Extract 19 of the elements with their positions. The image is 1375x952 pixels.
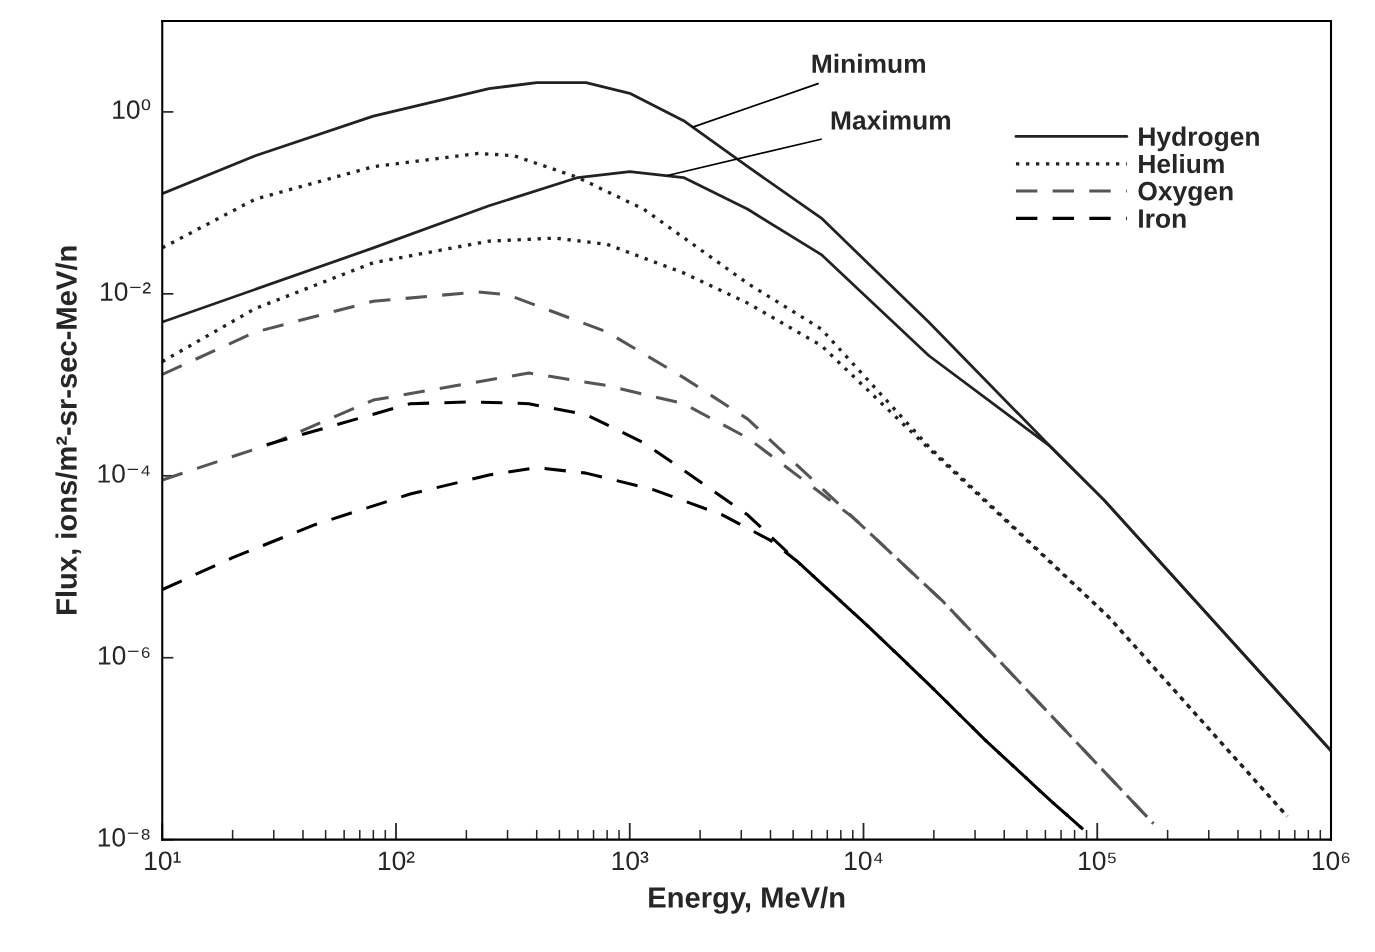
x-axis-title: Energy, MeV/n — [649, 886, 845, 914]
y-tick-label: 10⁰ — [113, 99, 151, 119]
x-tick-label: 10⁴ — [845, 851, 883, 871]
y-tick-label: 10⁻⁴ — [98, 464, 150, 483]
annotation: Maximum — [831, 110, 951, 130]
legend-label: Oxygen — [1138, 181, 1233, 206]
legend-label: Iron — [1139, 209, 1186, 228]
x-tick-label: 10² — [378, 851, 415, 871]
x-tick-label: 10¹ — [145, 851, 181, 871]
legend-label: Hydrogen — [1139, 126, 1259, 152]
legend-label: Helium — [1139, 153, 1224, 174]
x-tick-label: 10⁶ — [1312, 851, 1350, 871]
y-tick-label: 10⁻² — [101, 282, 151, 301]
annotation: Minimum — [812, 53, 925, 74]
x-tick-label: 10⁵ — [1079, 851, 1116, 871]
x-tick-label: 10³ — [612, 851, 649, 871]
y-tick-label: 10⁻⁶ — [99, 646, 150, 665]
y-tick-label: 10⁻⁸ — [98, 828, 150, 847]
y-axis-title: Flux, ions/m²-sr-sec-MeV/n — [55, 246, 82, 614]
